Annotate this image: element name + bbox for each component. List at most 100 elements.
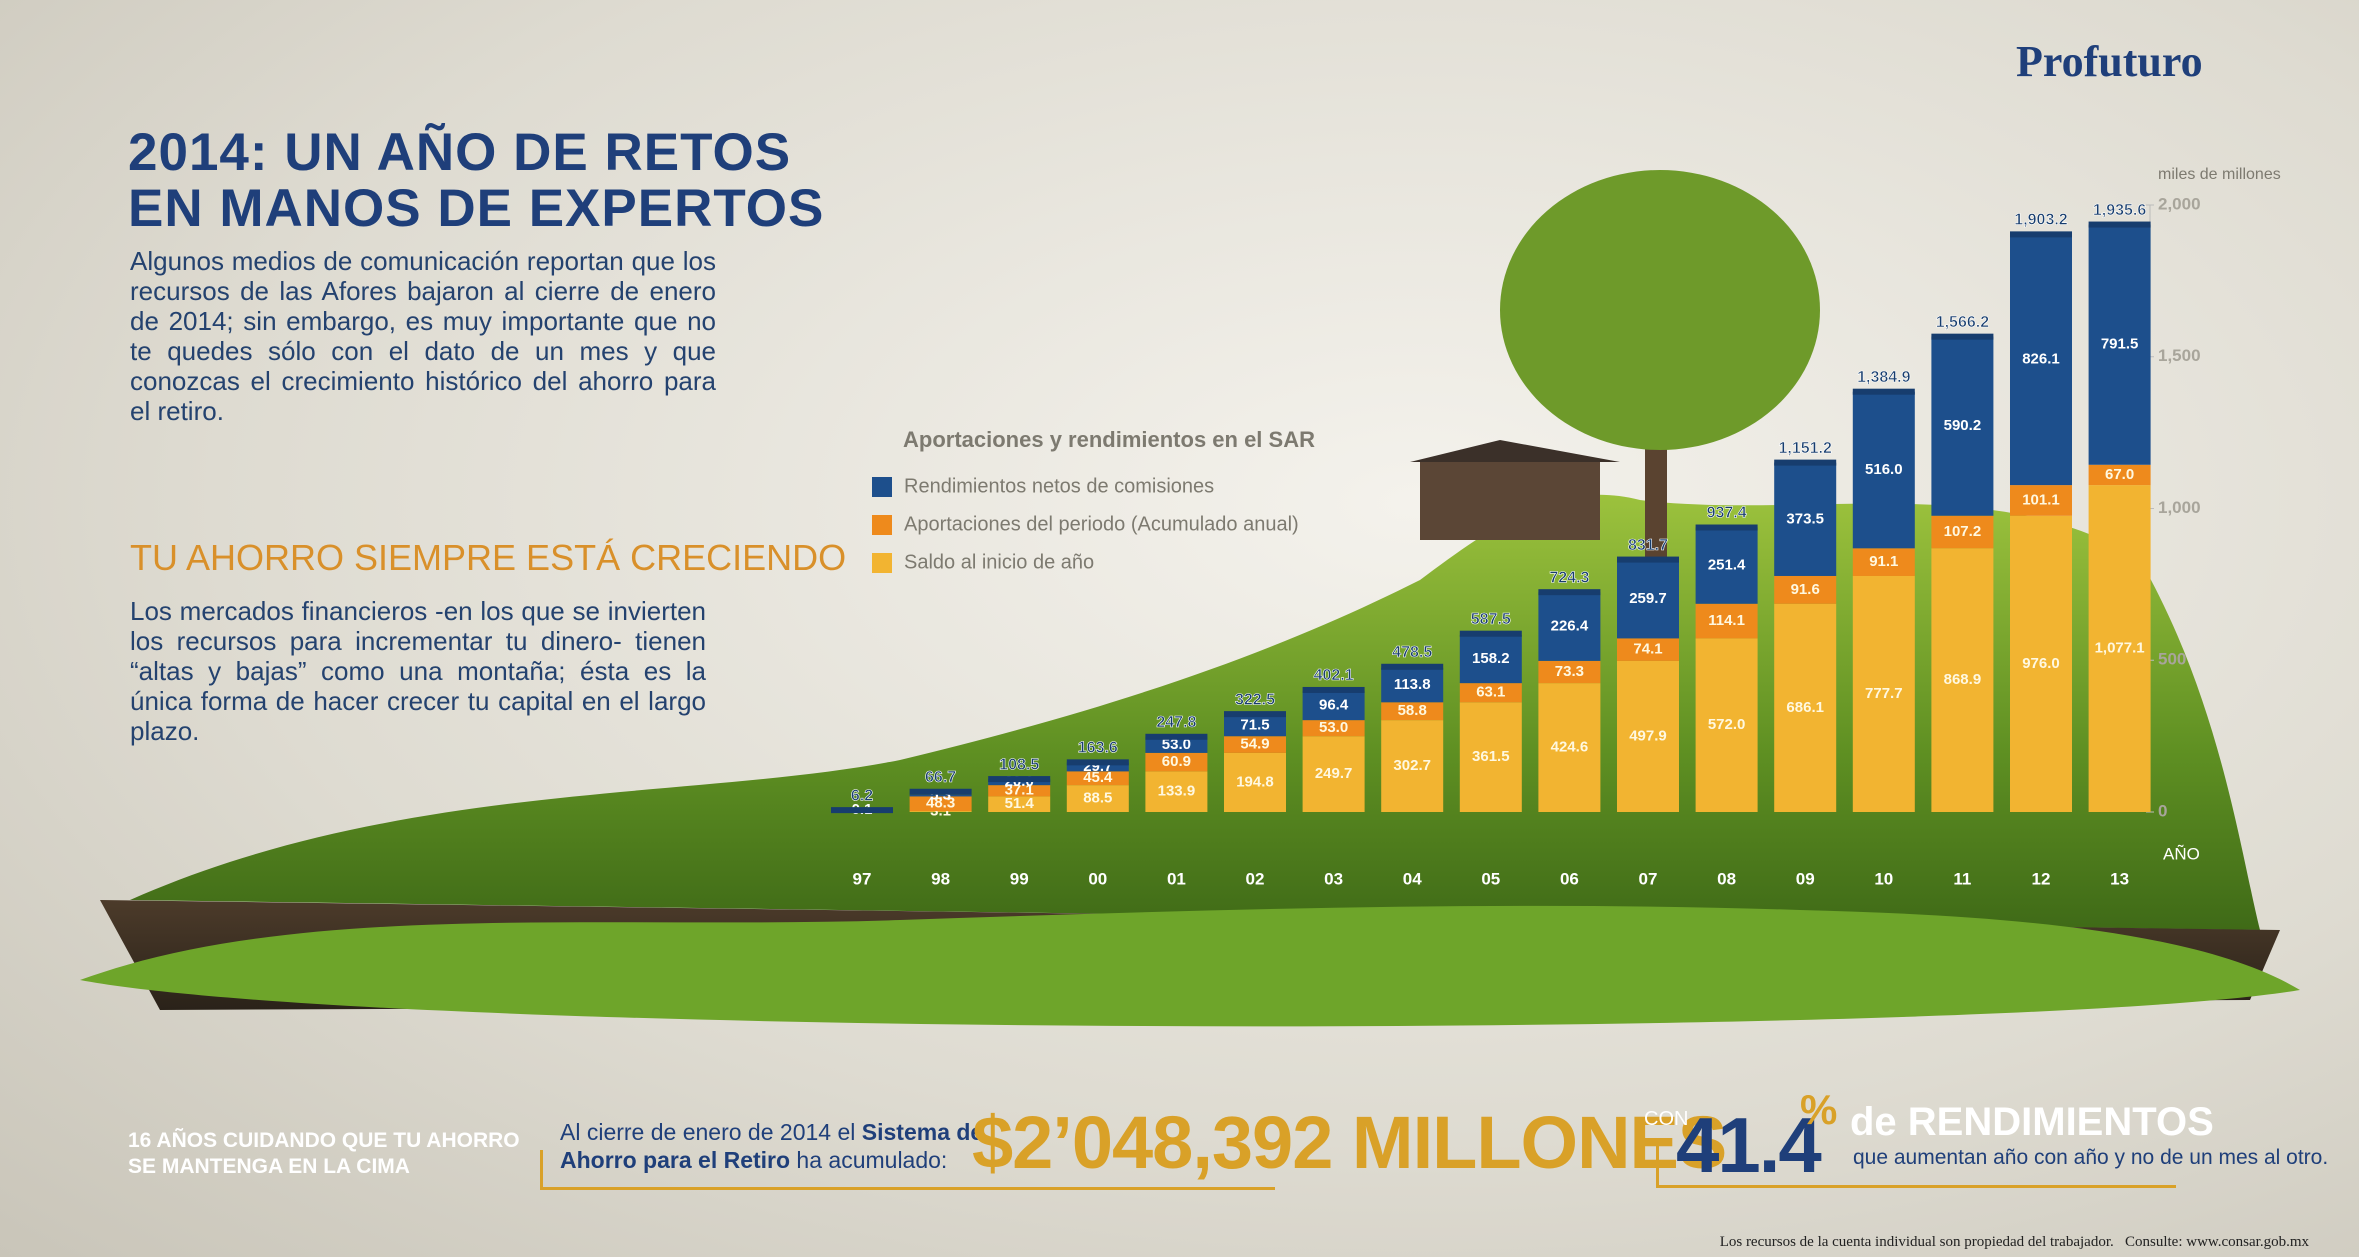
value-label: 96.4: [1319, 696, 1349, 713]
x-tick-label: 00: [1088, 869, 1107, 888]
bar-segment: [1852, 548, 1915, 576]
total-label: 1,935.6: [2093, 202, 2146, 219]
bar-cap: [1538, 589, 1601, 596]
bar-segment: [1538, 683, 1601, 812]
tagline-line: 16 AÑOS CUIDANDO QUE TU AHORRO: [128, 1129, 520, 1152]
subtitle: TU AHORRO SIEMPRE ESTÁ CRECIENDO: [130, 537, 847, 578]
value-label: 497.9: [1629, 727, 1667, 744]
value-label: 113.8: [1394, 676, 1431, 693]
value-label: 976.0: [2022, 655, 2060, 672]
bar-segment: [988, 796, 1051, 812]
value-label: 302.7: [1393, 757, 1431, 774]
x-tick-label: 13: [2110, 869, 2129, 888]
value-label: 53.0: [1319, 719, 1348, 736]
bar-segment: [2010, 515, 2072, 812]
bar-segment: [1695, 638, 1758, 812]
value-label: 91.1: [1869, 553, 1898, 570]
summary-bold: Ahorro para el Retiro: [560, 1147, 791, 1173]
bar-cap: [1617, 556, 1679, 563]
x-tick-label: 06: [1560, 869, 1579, 888]
bar-segment: [1617, 559, 1679, 639]
bar-segment: [1145, 752, 1208, 772]
value-label: 133.9: [1158, 783, 1196, 800]
bar-segment: [1852, 575, 1915, 812]
value-label: 91.6: [1791, 581, 1820, 598]
x-tick-label: 09: [1796, 869, 1815, 888]
bar-segment: [1931, 336, 1994, 516]
intro: Algunos medios de comunicación reportan …: [130, 246, 716, 426]
x-tick-label: 11: [1953, 869, 1971, 888]
bar-segment: [1145, 736, 1208, 753]
total-label: 937.4: [1707, 505, 1747, 522]
value-label: 73.3: [1555, 663, 1584, 680]
bar-segment: [1224, 752, 1286, 812]
value-label: 114.1: [1708, 612, 1745, 629]
footer: Los recursos de la cuenta individual son…: [1719, 1234, 2309, 1250]
legend: Aportaciones y rendimientos en el SAR: [903, 427, 1315, 452]
value-label: 1,077.1: [2095, 640, 2145, 657]
value-label: 58.8: [1398, 702, 1427, 719]
value-label: 107.2: [1944, 523, 1982, 540]
bar-segment: [2088, 464, 2151, 486]
value-label: 48.3: [926, 795, 955, 812]
bar-segment: [1774, 575, 1837, 604]
bar-segment: [1695, 527, 1758, 604]
bar-cap: [1695, 524, 1758, 531]
value-label: 777.7: [1865, 685, 1903, 702]
value-label: 373.5: [1786, 510, 1824, 527]
value-label: 686.1: [1786, 699, 1824, 716]
y-tick-label: 1,000: [2158, 498, 2201, 517]
bar-segment: [1459, 683, 1522, 703]
x-tick-label: 04: [1403, 869, 1422, 888]
x-tick-label: 03: [1324, 869, 1343, 888]
total-label: 478.5: [1392, 644, 1432, 661]
legend-swatch: [872, 515, 892, 535]
bar-cap: [1852, 388, 1915, 395]
legend-title: Aportaciones y rendimientos en el SAR: [903, 427, 1315, 452]
total-label: 1,384.9: [1857, 369, 1910, 386]
total-label: 402.1: [1314, 667, 1354, 684]
bar-segment: [1931, 515, 1994, 549]
returns-number: 41.4: [1676, 1101, 1822, 1189]
total-label: 1,903.2: [2014, 212, 2067, 229]
bar-cap: [1145, 733, 1208, 740]
summary-text: Al cierre de enero de 2014 el: [560, 1119, 862, 1145]
bar-segment: [1066, 785, 1129, 812]
value-label: 74.1: [1633, 641, 1662, 658]
bar-segment: [1852, 391, 1915, 549]
rule: [540, 1150, 543, 1190]
legend-label: Saldo al inicio de año: [904, 551, 1094, 573]
house: [1420, 460, 1600, 540]
logo-text: Profuturo: [2016, 37, 2203, 86]
rule: [1656, 1185, 2176, 1188]
bar-segment: [1066, 771, 1129, 786]
value-label: 259.7: [1629, 590, 1667, 607]
bar-segment: [1302, 690, 1365, 721]
bar-segment: [909, 794, 972, 797]
bar-cap: [1066, 759, 1129, 766]
y-tick-label: 0: [2158, 801, 2167, 820]
bar-cap: [831, 807, 893, 814]
total-label: 587.5: [1471, 611, 1511, 628]
legend-label: Aportaciones del periodo (Acumulado anua…: [904, 513, 1299, 535]
value-label: 361.5: [1472, 748, 1510, 765]
value-label: 226.4: [1551, 617, 1589, 634]
bar-segment: [1538, 592, 1601, 661]
bar-segment: [2010, 234, 2072, 486]
value-label: 53.0: [1162, 736, 1191, 753]
x-tick-label: 97: [853, 869, 872, 888]
bar-cap: [1931, 333, 1994, 340]
returns-unit: %: [1800, 1086, 1838, 1133]
value-label: 516.0: [1865, 461, 1903, 478]
y-tick-label: 2,000: [2158, 194, 2201, 213]
value-label: 791.5: [2101, 336, 2139, 353]
bar-cap: [1302, 686, 1365, 693]
legend-label: Rendimientos netos de comisiones: [904, 475, 1214, 497]
tagline: 16 AÑOS CUIDANDO QUE TU AHORRO SE MANTEN…: [128, 1128, 520, 1180]
legend-swatch: [872, 477, 892, 497]
bar-segment: [1145, 771, 1208, 812]
amount: $2’048,392 MILLONES: [972, 1101, 1727, 1184]
value-label: 590.2: [1944, 417, 1982, 434]
